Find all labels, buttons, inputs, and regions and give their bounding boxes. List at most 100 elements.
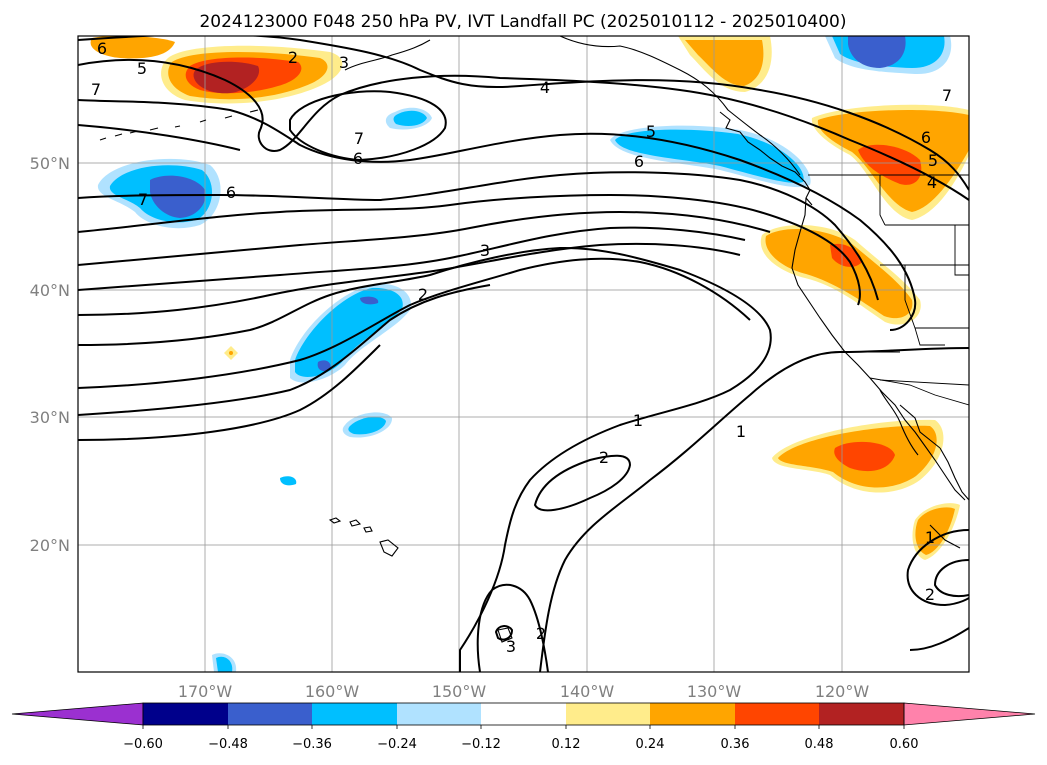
pv-contour-mid-6	[78, 242, 741, 316]
mexico-coast	[929, 447, 969, 549]
colorbar-label: −0.48	[208, 737, 248, 752]
contour-label: 4	[927, 173, 937, 192]
contour-label: 7	[91, 80, 101, 99]
pv-contour-mid-2	[78, 171, 879, 301]
shading-layer	[90, 36, 969, 672]
pv-contour-jet-2	[78, 257, 751, 389]
contour-label: 7	[942, 86, 952, 105]
contour-label: 5	[928, 151, 938, 170]
contour-label: 6	[634, 152, 644, 171]
shade-blob-north-negative	[825, 36, 952, 75]
colorbar-label: −0.24	[377, 737, 417, 752]
map-panel: 6 5 7 2 3 4 7 6 5 6 7 6 7 6 5 4 3 2 1 1 …	[78, 36, 969, 672]
colorbar-label: 0.60	[890, 737, 919, 752]
contour-label: 6	[226, 183, 236, 202]
shade-blob-center-negative	[385, 107, 432, 130]
colorbar-label: −0.36	[292, 737, 332, 752]
colorbar-segment	[228, 703, 312, 725]
shade-blob-ne-positive	[811, 104, 969, 220]
pv-contour-subtropic-2	[533, 454, 632, 512]
lat-label: 30°N	[30, 408, 70, 427]
pv-contour-subtropic-1	[539, 347, 969, 672]
contour-label: 3	[339, 53, 349, 72]
pv-contour-upper-1	[78, 36, 969, 191]
contour-label: 2	[418, 285, 428, 304]
colorbar-segment	[735, 703, 819, 725]
colorbar-ticks	[142, 725, 905, 729]
contour-label: 6	[353, 149, 363, 168]
colorbar-segment	[312, 703, 397, 725]
pv-contour-south-inner	[494, 625, 514, 641]
contour-label: 1	[925, 528, 935, 547]
shade-blob-west-negative	[97, 158, 221, 229]
contour-labels: 6 5 7 2 3 4 7 6 5 6 7 6 7 6 5 4 3 2 1 1 …	[91, 39, 952, 656]
pv-contour-se-loop	[906, 529, 969, 651]
lat-label: 20°N	[30, 536, 70, 555]
lon-label: 170°W	[178, 682, 233, 701]
pv-contour-jet-3	[78, 284, 491, 441]
contour-label: 2	[925, 585, 935, 604]
colorbar-segment	[481, 703, 566, 725]
contour-label: 6	[97, 39, 107, 58]
baja-coast	[879, 389, 941, 456]
pv-contour-mid-4	[78, 210, 771, 266]
pv-contour-upper-2	[78, 59, 969, 201]
contour-label: 1	[736, 422, 746, 441]
us-mexico-border	[869, 377, 969, 406]
contour-label: 5	[137, 59, 147, 78]
colorbar-segment	[650, 703, 735, 725]
shade-blob-jet-negative	[290, 283, 411, 383]
guadalupe-island	[497, 627, 513, 643]
colorbar-segment	[819, 703, 904, 725]
figure-title: 2024123000 F048 250 hPa PV, IVT Landfall…	[199, 12, 846, 32]
lon-label: 120°W	[815, 682, 870, 701]
contour-label: 7	[138, 190, 148, 209]
colorbar-label: 0.24	[636, 737, 665, 752]
aleutian-islands	[99, 109, 259, 141]
pv-contour-south-loop	[476, 583, 549, 672]
shade-blob-north-positive	[678, 36, 772, 92]
shade-blob-tiny-positive	[224, 346, 238, 360]
pv-contours	[78, 36, 969, 672]
colorbar-segment	[143, 703, 228, 725]
contour-label: 2	[599, 448, 609, 467]
colorbar-segment	[566, 703, 650, 725]
contour-label: 7	[354, 129, 364, 148]
pv-contour-jet-1	[78, 246, 772, 672]
coastlines	[99, 36, 969, 643]
pv-contour-upper-3	[78, 99, 917, 331]
latitude-labels: 50°N 40°N 30°N 20°N	[30, 154, 70, 555]
shade-blob-small-negative	[212, 412, 393, 672]
contour-label: 2	[536, 624, 546, 643]
shade-blob-nw-positive	[161, 45, 343, 104]
colorbar-extend-left	[11, 702, 144, 726]
contour-label: 3	[480, 241, 490, 260]
colorbar-label: −0.12	[461, 737, 501, 752]
colorbar-label: 0.12	[552, 737, 581, 752]
contour-label: 6	[921, 128, 931, 147]
pv-contour-mid-5	[78, 226, 746, 291]
colorbar-extend-right	[903, 702, 1036, 726]
lon-label: 160°W	[305, 682, 360, 701]
longitude-labels: 170°W 160°W 150°W 140°W 130°W 120°W	[178, 682, 870, 701]
contour-label: 5	[646, 122, 656, 141]
shade-blob-coastal-negative	[610, 125, 811, 188]
contour-label: 1	[633, 411, 643, 430]
colorbar-label: 0.48	[805, 737, 834, 752]
colorbar-frame	[142, 702, 905, 726]
us-west-coast	[791, 197, 966, 501]
lon-label: 140°W	[560, 682, 615, 701]
contour-label: 2	[288, 48, 298, 67]
shade-blob-baja-positive	[772, 419, 944, 493]
colorbar-label: 0.36	[721, 737, 750, 752]
pv-contour-mid-3	[78, 193, 861, 306]
lat-label: 40°N	[30, 281, 70, 300]
lon-label: 130°W	[687, 682, 742, 701]
colorbar: −0.60 −0.48 −0.36 −0.24 −0.12 0.12 0.24 …	[11, 702, 1036, 752]
alaska-coast	[344, 36, 801, 176]
contour-label: 4	[540, 78, 550, 97]
colorbar-segment	[397, 703, 481, 725]
colorbar-label: −0.60	[123, 737, 163, 752]
hawaii-islands	[328, 517, 399, 557]
